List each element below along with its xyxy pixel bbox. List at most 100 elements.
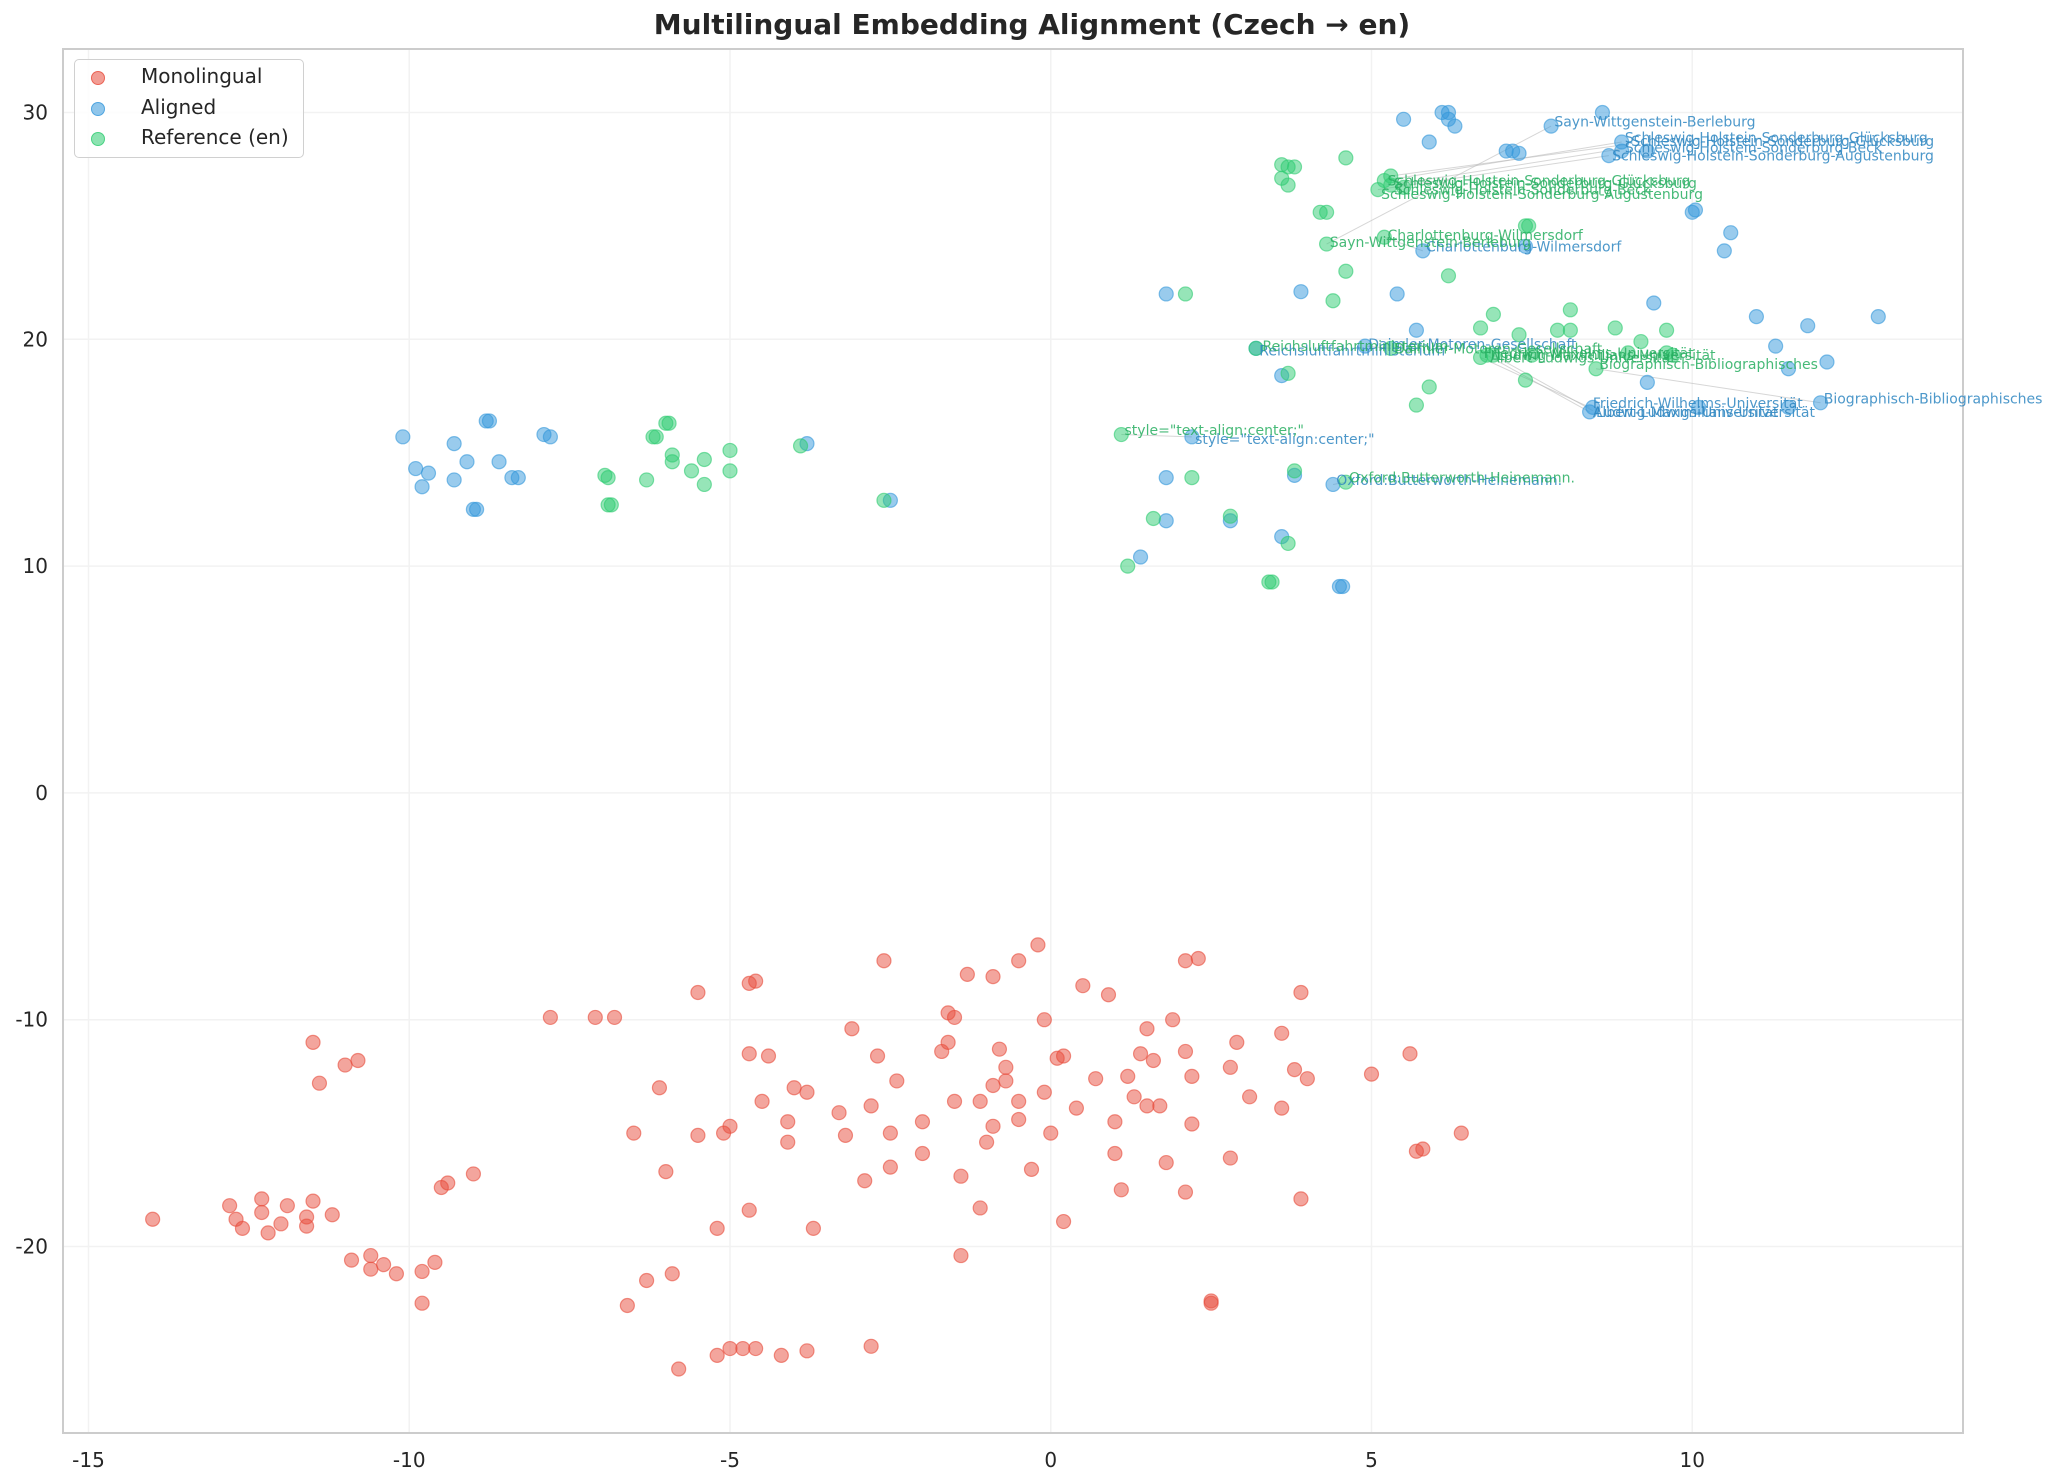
point-label: Charlottenburg-Wilmersdorf [1426,239,1622,255]
aligned-marker-icon [91,102,105,116]
data-point [1335,578,1351,595]
data-point [805,1220,821,1236]
data-point [1363,1066,1380,1082]
data-point [1485,306,1501,322]
point-label: Albert-Ludwigs-Universität [1593,405,1779,421]
data-point [234,1220,251,1236]
data-point [311,1075,328,1091]
data-point [1203,1293,1219,1309]
x-tick-label: -10 [393,1448,426,1472]
data-point [1293,284,1309,300]
data-point [446,472,462,488]
data-point [299,1218,315,1234]
data-point [254,1191,270,1207]
data-point [222,1198,238,1214]
x-tick-label: 10 [1680,1448,1705,1472]
y-tick-label: -10 [15,1008,48,1032]
point-label: Schleswig-Holstein-Sonderburg-Glücksburg [1394,176,1697,192]
data-point [337,1057,353,1073]
data-point [1562,302,1578,318]
data-point [465,1166,481,1182]
data-point [1511,145,1527,161]
data-point [597,467,613,483]
data-point [882,1159,898,1175]
data-point [639,1272,655,1289]
data-point [953,1247,969,1264]
data-point [145,1211,161,1227]
y-tick-label: 10 [23,554,48,578]
data-point [1338,474,1354,490]
data-point [1716,243,1732,259]
alignment-link-line [1377,155,1609,191]
data-point [844,1021,860,1037]
data-point [1819,354,1835,370]
data-point [985,969,1001,985]
data-point [481,413,498,429]
data-point [985,1118,1001,1134]
point-label: Ludwig-Maximilians-Universität [1497,348,1716,364]
data-point [946,1009,963,1026]
data-point [1177,1184,1194,1200]
y-axis-ticks: 30 20 10 0 -10 -20 [15,101,48,1259]
data-point [619,1297,635,1314]
data-point [1036,1084,1052,1100]
data-point [1780,399,1797,415]
alignment-link-line [1493,354,1594,412]
data-point [1658,322,1675,338]
data-point [542,429,558,445]
data-point [1325,293,1341,309]
data-point [696,451,712,468]
data-point [305,1034,321,1050]
data-point [510,470,526,486]
data-point [780,1134,796,1150]
point-label: style="text-align:center;" [1195,432,1374,448]
data-point [388,1266,405,1282]
data-point [542,1009,558,1026]
data-point [1055,1048,1072,1064]
data-point [1543,118,1559,134]
alignment-links [1121,125,1821,485]
data-point [469,501,485,517]
data-point [953,1168,969,1184]
legend-label: Monolingual [141,64,263,88]
data-point [1139,1021,1155,1037]
legend-item-aligned: Aligned [75,93,303,123]
data-point [350,1052,366,1069]
point-label: Friedrich-Wilhelms-Universität [1593,396,1803,412]
data-point [363,1247,379,1264]
data-point [1075,978,1091,994]
data-point [1011,953,1027,969]
point-label: Reichsluftfahrtministerium [1262,339,1448,355]
data-point [1011,1093,1027,1109]
data-point [722,1118,738,1134]
data-point [1447,118,1463,134]
data-point [1594,104,1611,121]
data-point [1517,238,1534,254]
data-point [1126,1089,1142,1105]
data-point [1485,347,1501,363]
point-label: Biographisch-Bibliographisches [1824,391,2043,407]
data-point [1158,470,1174,486]
data-point [1177,1043,1194,1060]
data-point [837,1127,854,1143]
data-point [363,1261,379,1277]
data-point [1780,361,1797,377]
point-label: Schleswig-Holstein-Sonderburg-Augustenbu… [1381,187,1703,203]
data-point [440,1175,456,1191]
data-point [722,442,738,459]
alignment-link-line [1390,148,1622,186]
data-point [648,429,664,445]
x-tick-label: -5 [720,1448,740,1472]
data-point [1184,429,1200,445]
data-point [279,1198,295,1214]
data-point [748,1340,764,1357]
data-point [722,1340,738,1357]
point-label: Charlottenburg-Wilmersdorf [1388,228,1584,244]
data-point [1158,1154,1174,1171]
data-point [1145,510,1161,527]
data-point [260,1225,276,1241]
data-point [690,1127,706,1143]
data-point [1588,361,1604,377]
data-point [1389,286,1405,302]
data-point [639,472,655,488]
